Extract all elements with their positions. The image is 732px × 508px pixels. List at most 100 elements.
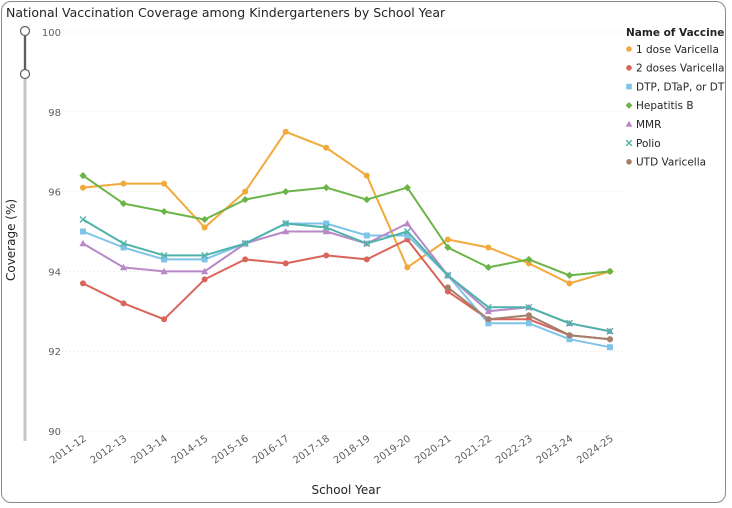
x-tick-label: 2011-12: [48, 433, 89, 466]
legend-item-label: UTD Varicella: [636, 157, 706, 169]
visual-container: [1, 1, 726, 503]
data-point: [322, 227, 330, 235]
data-point: [625, 139, 633, 147]
x-tick-label: 2017-18: [291, 433, 332, 466]
series-line: [82, 218, 611, 333]
data-point: [80, 228, 86, 235]
x-axis-label: School Year: [311, 483, 380, 497]
legend-item[interactable]: 2 doses Varicella: [626, 63, 724, 75]
data-point: [79, 239, 87, 247]
data-point: [242, 256, 249, 263]
data-point: [566, 332, 573, 339]
data-point: [625, 102, 633, 109]
data-point: [161, 256, 168, 263]
legend-item[interactable]: DTP, DTaP, or DT: [626, 81, 725, 93]
data-point: [404, 232, 411, 239]
data-point: [201, 224, 208, 231]
x-tick-label: 2015-16: [210, 433, 251, 466]
data-point: [363, 195, 371, 204]
y-tick-label: 100: [42, 28, 61, 39]
legend-title: Name of Vaccine: [626, 27, 724, 39]
data-point: [403, 184, 411, 192]
series-polio: [79, 216, 614, 335]
data-point: [363, 232, 370, 239]
slider-handle-bottom[interactable]: [19, 68, 31, 80]
data-point: [120, 300, 127, 307]
data-point: [79, 172, 87, 180]
data-point: [565, 319, 573, 327]
data-point: [201, 256, 208, 263]
data-point: [282, 188, 290, 196]
data-point: [363, 172, 370, 179]
data-point: [484, 303, 492, 311]
legend-item-label: Polio: [636, 138, 661, 150]
data-point: [80, 280, 86, 287]
legend-item[interactable]: 1 dose Varicella: [626, 44, 719, 56]
data-point: [282, 227, 290, 235]
legend-item-label: Hepatitis B: [636, 100, 694, 112]
data-point: [119, 199, 128, 208]
data-point: [626, 83, 632, 90]
data-point: [606, 327, 614, 335]
data-point: [485, 320, 492, 327]
x-tick-label: 2023-24: [535, 433, 576, 466]
data-point: [525, 260, 532, 267]
data-point: [566, 280, 573, 287]
data-point: [525, 312, 532, 319]
data-point: [201, 267, 209, 275]
data-point: [160, 207, 168, 216]
series-line: [82, 222, 611, 349]
y-range-slider[interactable]: [19, 25, 31, 442]
legend-item-label: 1 dose Varicella: [636, 44, 719, 56]
data-point: [241, 239, 249, 247]
data-point: [323, 144, 330, 151]
series-2-doses-varicella: [80, 236, 613, 343]
data-point: [201, 215, 209, 224]
data-point: [525, 303, 533, 311]
data-point: [120, 244, 127, 251]
data-point: [525, 320, 532, 327]
data-point: [444, 236, 451, 243]
series-dtp-dtap-or-dt: [80, 220, 613, 351]
data-point: [625, 120, 633, 127]
y-tick-label: 90: [48, 427, 61, 438]
series-utd-varicella: [444, 284, 613, 343]
data-point: [363, 239, 371, 247]
legend-item[interactable]: Hepatitis B: [625, 100, 694, 112]
x-tick-label: 2020-21: [413, 433, 454, 466]
data-point: [606, 267, 614, 275]
data-point: [242, 188, 249, 195]
x-tick-label: 2019-20: [372, 433, 413, 466]
series-line: [82, 238, 611, 341]
legend: Name of Vaccine 1 dose Varicella 2 doses …: [625, 27, 725, 169]
y-tick-label: 92: [48, 347, 61, 358]
x-tick-label: 2018-19: [332, 433, 373, 466]
legend-item[interactable]: Polio: [625, 138, 661, 150]
data-point: [119, 263, 128, 271]
x-tick-label: 2014-15: [170, 433, 211, 466]
data-point: [403, 228, 411, 235]
data-point: [404, 264, 411, 271]
data-point: [444, 284, 451, 291]
x-tick-label: 2022-23: [494, 433, 535, 466]
x-tick-label: 2013-14: [129, 433, 170, 466]
data-point: [444, 271, 452, 279]
data-point: [485, 316, 492, 323]
grid-lines: [62, 31, 625, 432]
y-tick-label: 94: [48, 267, 61, 278]
x-axis-ticks: 2011-12 2012-13 2013-14 2014-15 2015-16 2016-…: [48, 433, 616, 466]
y-tick-label: 96: [48, 188, 61, 199]
legend-item[interactable]: MMR: [625, 119, 662, 131]
data-point: [201, 276, 208, 283]
slider-handle-top[interactable]: [19, 25, 31, 37]
x-tick-label: 2024-25: [575, 433, 616, 466]
data-point: [566, 336, 573, 343]
y-tick-label: 98: [48, 108, 61, 119]
legend-item-label: DTP, DTaP, or DT: [636, 81, 725, 93]
x-tick-label: 2012-13: [89, 433, 130, 466]
data-point: [484, 263, 492, 272]
data-point: [322, 224, 330, 232]
legend-item[interactable]: UTD Varicella: [626, 157, 706, 169]
series-lines: [79, 128, 614, 351]
data-point: [626, 65, 632, 71]
